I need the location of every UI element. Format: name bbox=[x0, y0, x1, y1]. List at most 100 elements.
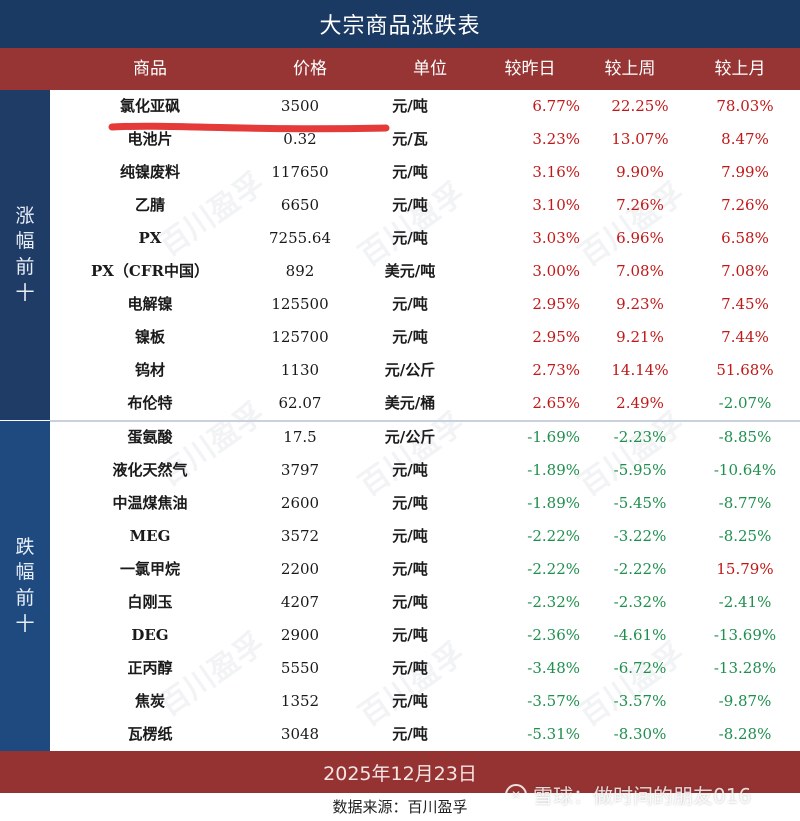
unit-value: 元/吨 bbox=[392, 593, 428, 611]
section-divider bbox=[50, 420, 800, 422]
commodity-name: 电解镍 bbox=[127, 295, 173, 313]
price-value: 3797 bbox=[280, 461, 320, 479]
change-vs-last-week: -4.61% bbox=[613, 626, 667, 644]
change-vs-yesterday: 2.65% bbox=[532, 394, 580, 412]
price-value: 17.5 bbox=[283, 428, 317, 446]
change-vs-last-month: 15.79% bbox=[716, 560, 774, 578]
data-source: 数据来源：百川盈孚 bbox=[332, 798, 468, 816]
table-row: DEG 2900 元/吨 -2.36% -4.61% -13.69% bbox=[50, 619, 800, 652]
change-vs-last-week: -2.22% bbox=[613, 560, 667, 578]
change-vs-last-month: -8.85% bbox=[718, 428, 772, 446]
change-vs-last-week: -2.32% bbox=[613, 593, 667, 611]
table-row: 瓦楞纸 3048 元/吨 -5.31% -8.30% -8.28% bbox=[50, 718, 800, 751]
commodity-name: 蛋氨酸 bbox=[127, 428, 173, 446]
price-value: 2600 bbox=[280, 494, 320, 512]
table-row: PX（CFR中国） 892 美元/吨 3.00% 7.08% 7.08% bbox=[50, 255, 800, 288]
commodity-name: 布伦特 bbox=[127, 394, 173, 412]
unit-value: 元/吨 bbox=[392, 461, 428, 479]
change-vs-last-week: 6.96% bbox=[616, 229, 664, 247]
price-value: 125700 bbox=[271, 328, 329, 346]
unit-value: 元/公斤 bbox=[384, 361, 436, 379]
unit-value: 元/瓦 bbox=[392, 130, 428, 148]
commodity-name: DEG bbox=[131, 626, 169, 644]
commodity-name: 镍板 bbox=[134, 328, 165, 346]
column-header-vs-last-week: 较上周 bbox=[604, 59, 656, 79]
change-vs-yesterday: 6.77% bbox=[532, 97, 580, 115]
change-vs-last-month: 7.26% bbox=[721, 196, 769, 214]
change-vs-yesterday: 3.16% bbox=[532, 163, 580, 181]
commodity-name: 电池片 bbox=[127, 130, 173, 148]
price-value: 5550 bbox=[280, 659, 320, 677]
change-vs-last-month: 78.03% bbox=[716, 97, 774, 115]
change-vs-yesterday: 2.95% bbox=[532, 328, 580, 346]
change-vs-last-month: 7.45% bbox=[721, 295, 769, 313]
change-vs-last-month: -13.69% bbox=[713, 626, 777, 644]
table-row: 镍板 125700 元/吨 2.95% 9.21% 7.44% bbox=[50, 321, 800, 354]
unit-value: 元/吨 bbox=[392, 527, 428, 545]
commodity-name: 氯化亚砜 bbox=[119, 97, 180, 115]
change-vs-yesterday: 2.73% bbox=[532, 361, 580, 379]
unit-value: 元/吨 bbox=[392, 196, 428, 214]
column-header-unit: 单位 bbox=[413, 59, 447, 79]
commodity-name: 焦炭 bbox=[134, 692, 165, 710]
column-header-vs-yesterday: 较昨日 bbox=[504, 59, 556, 79]
unit-value: 元/吨 bbox=[392, 163, 428, 181]
commodity-name: 中温煤焦油 bbox=[112, 494, 188, 512]
price-value: 3500 bbox=[280, 97, 320, 115]
change-vs-yesterday: -3.57% bbox=[527, 692, 580, 710]
unit-value: 元/公斤 bbox=[384, 428, 436, 446]
change-vs-last-month: -2.41% bbox=[718, 593, 772, 611]
report-date: 2025年12月23日 bbox=[0, 751, 800, 793]
commodity-name: 正丙醇 bbox=[127, 659, 173, 677]
price-value: 2200 bbox=[280, 560, 320, 578]
section-label-char: 涨 bbox=[15, 204, 35, 227]
commodity-name: MEG bbox=[129, 527, 171, 545]
change-vs-last-week: 9.23% bbox=[616, 295, 664, 313]
commodity-name: PX bbox=[138, 229, 162, 247]
price-value: 1352 bbox=[280, 692, 320, 710]
table-row: 氯化亚砜 3500 元/吨 6.77% 22.25% 78.03% bbox=[50, 90, 800, 123]
section-label-top-losers: 跌 幅 前 十 bbox=[0, 421, 50, 751]
change-vs-yesterday: -5.31% bbox=[527, 725, 580, 743]
change-vs-last-week: -3.22% bbox=[613, 527, 667, 545]
change-vs-yesterday: 3.03% bbox=[532, 229, 580, 247]
change-vs-last-month: -9.87% bbox=[718, 692, 772, 710]
commodity-name: 钨材 bbox=[134, 361, 165, 379]
price-value: 3048 bbox=[280, 725, 320, 743]
table-row: 液化天然气 3797 元/吨 -1.89% -5.95% -10.64% bbox=[50, 454, 800, 487]
section-label-char: 前 bbox=[15, 587, 35, 609]
change-vs-last-week: 22.25% bbox=[611, 97, 669, 115]
snowball-watermark: ✕ 雪球：做时间的朋友016 bbox=[505, 780, 751, 809]
column-header-row: 商品 价格 单位 较昨日 较上周 较上月 bbox=[0, 48, 800, 90]
change-vs-yesterday: -1.69% bbox=[527, 428, 580, 446]
change-vs-last-week: -6.72% bbox=[613, 659, 667, 677]
change-vs-last-week: 9.21% bbox=[616, 328, 664, 346]
change-vs-last-week: -8.30% bbox=[613, 725, 667, 743]
change-vs-yesterday: 3.10% bbox=[532, 196, 580, 214]
price-value: 6650 bbox=[280, 196, 320, 214]
table-row: 中温煤焦油 2600 元/吨 -1.89% -5.45% -8.77% bbox=[50, 487, 800, 520]
unit-value: 元/吨 bbox=[392, 692, 428, 710]
change-vs-last-week: 7.26% bbox=[616, 196, 664, 214]
table-row: 白刚玉 4207 元/吨 -2.32% -2.32% -2.41% bbox=[50, 586, 800, 619]
table-row: 钨材 1130 元/公斤 2.73% 14.14% 51.68% bbox=[50, 354, 800, 387]
change-vs-last-week: -2.23% bbox=[613, 428, 667, 446]
change-vs-last-month: 7.44% bbox=[721, 328, 769, 346]
change-vs-last-month: -8.25% bbox=[718, 527, 772, 545]
change-vs-last-week: -5.95% bbox=[613, 461, 667, 479]
unit-value: 美元/桶 bbox=[384, 394, 436, 412]
section-label-char: 幅 bbox=[15, 561, 35, 584]
table-row: 布伦特 62.07 美元/桶 2.65% 2.49% -2.07% bbox=[50, 387, 800, 420]
table-title: 大宗商品涨跌表 bbox=[0, 0, 800, 48]
price-value: 2900 bbox=[280, 626, 320, 644]
commodity-name: 液化天然气 bbox=[112, 461, 188, 479]
price-value: 3572 bbox=[280, 527, 320, 545]
table-row: 电解镍 125500 元/吨 2.95% 9.23% 7.45% bbox=[50, 288, 800, 321]
change-vs-last-week: 13.07% bbox=[611, 130, 669, 148]
table-row: 焦炭 1352 元/吨 -3.57% -3.57% -9.87% bbox=[50, 685, 800, 718]
change-vs-last-week: 2.49% bbox=[616, 394, 664, 412]
commodity-name: 瓦楞纸 bbox=[127, 725, 173, 743]
change-vs-last-month: -10.64% bbox=[713, 461, 777, 479]
change-vs-last-week: -5.45% bbox=[613, 494, 667, 512]
commodity-name: PX（CFR中国） bbox=[91, 262, 209, 280]
